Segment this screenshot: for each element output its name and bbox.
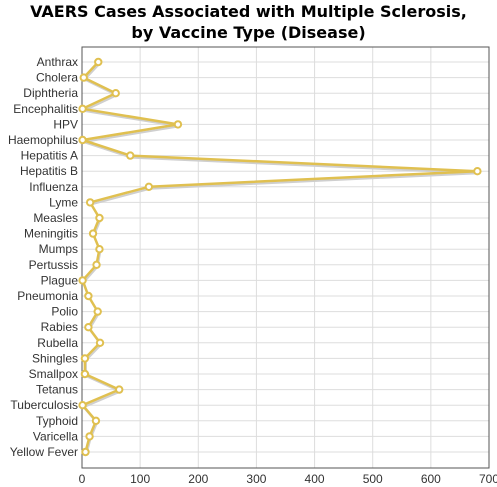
y-tick-label: Smallpox xyxy=(29,367,78,381)
y-tick-label: Polio xyxy=(51,305,78,319)
data-point-measles xyxy=(95,213,104,223)
data-point-cholera xyxy=(79,73,88,82)
data-point-yellow-fever xyxy=(81,447,90,457)
data-point-pneumonia xyxy=(84,291,93,301)
y-tick-label: Yellow Fever xyxy=(10,445,78,459)
data-point-influenza xyxy=(144,182,154,192)
x-tick-label: 700 xyxy=(479,472,497,486)
x-tick-label: 400 xyxy=(305,472,325,486)
data-point-meningitis xyxy=(88,229,98,238)
data-point-plague xyxy=(78,276,87,285)
y-tick-label: Pneumonia xyxy=(17,289,78,303)
data-point-haemophilus xyxy=(78,135,87,145)
chart-title-line-1: VAERS Cases Associated with Multiple Scl… xyxy=(30,2,467,21)
data-point-pertussis xyxy=(92,260,101,269)
y-tick-label: Encephalitis xyxy=(13,102,78,116)
data-point-hpv xyxy=(173,120,183,129)
x-tick-label: 500 xyxy=(363,472,383,486)
data-point-mumps xyxy=(95,245,104,254)
y-tick-label: Meningitis xyxy=(24,227,78,241)
chart-title-line-2: by Vaccine Type (Disease) xyxy=(131,23,366,42)
data-point-smallpox xyxy=(80,369,90,379)
data-point-hepatitis-a xyxy=(126,151,135,160)
data-point-rubella xyxy=(95,338,105,347)
y-tick-label: Rubella xyxy=(37,336,78,350)
y-tick-label: Varicella xyxy=(33,429,78,443)
y-tick-label: Influenza xyxy=(29,180,78,194)
y-tick-label: Diphtheria xyxy=(23,86,78,100)
data-point-lyme xyxy=(85,198,95,207)
y-tick-label: Plague xyxy=(41,273,79,287)
data-point-anthrax xyxy=(94,57,103,67)
data-point-polio xyxy=(93,307,102,316)
y-tick-label: Hepatitis B xyxy=(20,164,78,178)
y-tick-label: Tuberculosis xyxy=(10,398,78,412)
y-tick-label: Cholera xyxy=(36,71,78,85)
data-point-typhoid xyxy=(91,416,101,425)
gridlines xyxy=(81,47,490,468)
y-tick-label: Tetanus xyxy=(36,383,78,397)
data-point-diphtheria xyxy=(111,89,120,98)
plot-area-frame xyxy=(81,46,490,469)
y-tick-label: Lyme xyxy=(49,195,78,209)
data-point-tetanus xyxy=(115,385,124,394)
data-point-tuberculosis xyxy=(78,401,87,410)
x-tick-label: 200 xyxy=(188,472,208,486)
y-tick-label: Anthrax xyxy=(37,55,78,69)
chart-title: VAERS Cases Associated with Multiple Scl… xyxy=(0,1,497,43)
y-tick-label: Typhoid xyxy=(36,414,78,428)
y-tick-label: Mumps xyxy=(39,242,78,256)
series-multiple-sclerosis-cases xyxy=(78,57,482,457)
y-tick-label: Haemophilus xyxy=(8,133,78,147)
y-tick-label: Shingles xyxy=(32,351,78,365)
y-tick-label: Pertussis xyxy=(29,258,78,272)
x-tick-label: 600 xyxy=(421,472,441,486)
x-tick-label: 100 xyxy=(130,472,150,486)
series-line-shadow xyxy=(80,63,479,455)
data-point-encephalitis xyxy=(78,104,87,114)
data-point-varicella xyxy=(85,432,94,441)
y-tick-label: Rabies xyxy=(41,320,78,334)
y-tick-label: Measles xyxy=(33,211,78,225)
x-axis-tick-labels: 0 100 200 300 400 500 600 700 xyxy=(79,472,497,486)
y-tick-label: Hepatitis A xyxy=(21,149,78,163)
series-line xyxy=(81,61,479,453)
x-tick-label: 300 xyxy=(246,472,266,486)
data-point-rabies xyxy=(84,323,93,332)
y-tick-label: HPV xyxy=(53,117,78,131)
x-tick-label: 0 xyxy=(79,472,86,486)
data-point-hepatitis-b xyxy=(473,167,482,176)
data-point-shingles xyxy=(80,354,90,363)
